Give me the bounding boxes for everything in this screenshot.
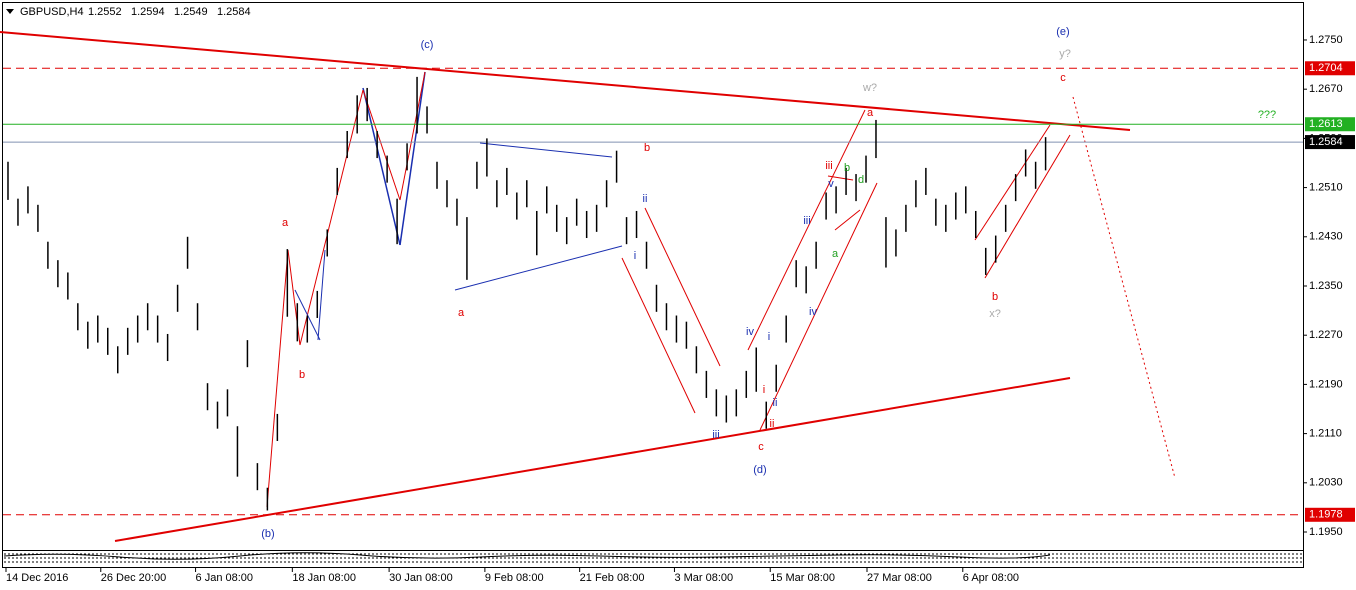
level-tag bbox=[1305, 507, 1355, 522]
trend-line bbox=[317, 249, 326, 341]
wave-label: b bbox=[844, 162, 850, 174]
trend-line bbox=[399, 71, 426, 201]
wave-label: c bbox=[1060, 72, 1066, 84]
wave-label: iv bbox=[809, 306, 817, 318]
wave-label: ii bbox=[773, 397, 778, 409]
level-label: 1.2584 bbox=[1309, 136, 1343, 148]
level-label: 1.1978 bbox=[1309, 509, 1343, 521]
wave-label: w? bbox=[862, 82, 877, 94]
x-tick-label: 27 Mar 08:00 bbox=[867, 572, 932, 584]
trend-line bbox=[479, 142, 613, 158]
y-tick-label: 1.2270 bbox=[1309, 329, 1343, 341]
wave-label: iii bbox=[803, 215, 810, 227]
ohlc-value: 1.2594 bbox=[131, 6, 165, 18]
trend-line bbox=[759, 182, 878, 431]
trend-line bbox=[362, 89, 401, 201]
ohlc-value: 1.2552 bbox=[88, 6, 122, 18]
wave-label: x? bbox=[989, 308, 1001, 320]
wave-label: ii bbox=[770, 418, 775, 430]
trend-line bbox=[621, 257, 696, 414]
y-tick-label: 1.1950 bbox=[1309, 526, 1343, 538]
trend-line bbox=[294, 289, 321, 341]
trend-line bbox=[644, 207, 721, 367]
wave-label: i bbox=[763, 384, 765, 396]
wave-label: (d) bbox=[753, 464, 766, 476]
wave-label: d bbox=[858, 174, 864, 186]
x-tick-label: 6 Apr 08:00 bbox=[963, 572, 1019, 584]
wave-label: b bbox=[644, 142, 650, 154]
ohlc-value: 1.2584 bbox=[217, 6, 251, 18]
menu-triangle bbox=[6, 9, 14, 14]
y-tick-label: 1.2110 bbox=[1309, 428, 1342, 440]
wave-label: y? bbox=[1059, 48, 1071, 60]
x-tick-label: 21 Feb 08:00 bbox=[580, 572, 645, 584]
wave-label: (c) bbox=[421, 39, 434, 51]
x-tick-label: 18 Jan 08:00 bbox=[292, 572, 356, 584]
header: GBPUSD,H4 1.2552 1.2594 1.2549 1.2584 bbox=[20, 6, 251, 18]
trend-line bbox=[984, 134, 1071, 279]
trend-line bbox=[266, 249, 289, 508]
trend-line bbox=[362, 87, 401, 246]
wave-label: i bbox=[634, 250, 636, 262]
wave-label: c bbox=[758, 441, 764, 453]
x-tick-label: 30 Jan 08:00 bbox=[389, 572, 453, 584]
x-tick-label: 9 Feb 08:00 bbox=[485, 572, 544, 584]
x-tick-label: 3 Mar 08:00 bbox=[674, 572, 733, 584]
trend-line bbox=[399, 71, 426, 246]
y-tick-label: 1.2430 bbox=[1309, 231, 1343, 243]
wave-label: iii bbox=[712, 429, 719, 441]
wave-label: v bbox=[828, 178, 834, 190]
wave-label: a bbox=[458, 307, 465, 319]
level-tag bbox=[1305, 135, 1355, 150]
y-tick-label: 1.2190 bbox=[1309, 378, 1343, 390]
y-tick-label: 1.2350 bbox=[1309, 280, 1343, 292]
trend-line bbox=[834, 209, 861, 231]
wave-label: (b) bbox=[261, 528, 274, 540]
wave-label: ii bbox=[643, 193, 648, 205]
trend-line bbox=[974, 124, 1051, 241]
level-tag bbox=[1305, 61, 1355, 76]
wave-label: a bbox=[282, 217, 289, 229]
x-tick-label: 26 Dec 20:00 bbox=[101, 572, 166, 584]
plot-frame bbox=[2, 2, 1304, 568]
wave-label: b bbox=[992, 291, 998, 303]
wave-label: i bbox=[768, 331, 770, 343]
wave-label: iv bbox=[746, 326, 754, 338]
y-tick-label: 1.2750 bbox=[1309, 34, 1343, 46]
trend-line bbox=[0, 31, 1131, 131]
x-tick-label: 6 Jan 08:00 bbox=[196, 572, 254, 584]
wave-label: ??? bbox=[1258, 109, 1276, 121]
trend-line bbox=[299, 89, 364, 346]
wave-label: b bbox=[299, 369, 305, 381]
wave-label: (e) bbox=[1056, 26, 1069, 38]
wave-label: a bbox=[867, 107, 874, 119]
x-tick-label: 14 Dec 2016 bbox=[6, 572, 68, 584]
y-tick-label: 1.2670 bbox=[1309, 83, 1343, 95]
symbol: GBPUSD,H4 bbox=[20, 6, 84, 18]
level-label: 1.2613 bbox=[1309, 118, 1343, 130]
trend-line bbox=[1072, 96, 1176, 479]
y-tick-label: 1.2510 bbox=[1309, 181, 1343, 193]
trend-line bbox=[114, 377, 1071, 542]
wave-label: iii bbox=[825, 160, 832, 172]
y-tick-label: 1.2030 bbox=[1309, 477, 1343, 489]
trend-line bbox=[747, 109, 866, 351]
level-tag bbox=[1305, 117, 1355, 132]
trend-line bbox=[454, 245, 623, 291]
level-label: 1.2704 bbox=[1309, 62, 1343, 74]
indicator-curve bbox=[3, 552, 1051, 560]
ohlc-value: 1.2549 bbox=[174, 6, 208, 18]
wave-label: a bbox=[832, 248, 839, 260]
x-tick-label: 15 Mar 08:00 bbox=[770, 572, 835, 584]
trend-line bbox=[827, 175, 854, 181]
